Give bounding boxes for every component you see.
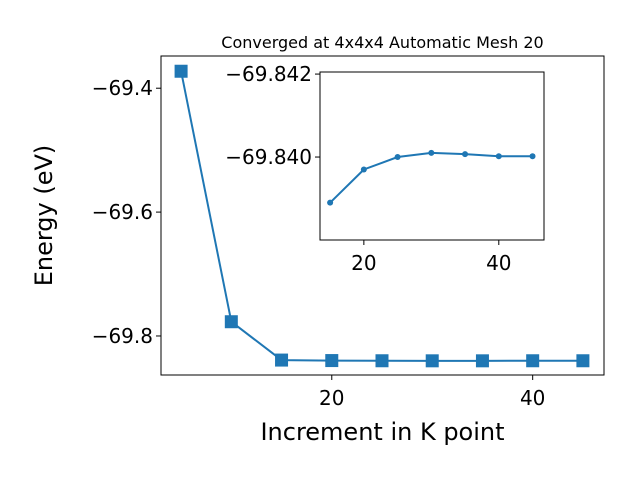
marker — [394, 154, 401, 161]
marker — [174, 64, 188, 78]
x-tick-label: 20 — [319, 386, 344, 410]
y-axis-label: Energy (eV) — [30, 145, 58, 287]
axes-frame — [160, 55, 605, 376]
marker — [425, 354, 439, 368]
marker — [526, 354, 540, 368]
marker — [462, 151, 469, 158]
y-tick-label: −69.6 — [92, 200, 153, 224]
marker — [360, 166, 367, 173]
marker — [327, 199, 334, 206]
marker — [224, 315, 238, 329]
x-axis-label: Increment in K point — [260, 418, 504, 446]
y-tick-label: −69.840 — [225, 145, 312, 169]
marker — [495, 153, 502, 160]
y-tick-label: −69.4 — [92, 76, 153, 100]
marker — [325, 354, 339, 368]
axes-frame — [319, 71, 545, 241]
marker — [475, 354, 489, 368]
marker — [375, 354, 389, 368]
y-tick-label: −69.842 — [225, 62, 312, 86]
x-tick-label: 40 — [486, 251, 511, 275]
chart-title: Converged at 4x4x4 Automatic Mesh 20 — [221, 33, 543, 52]
marker — [576, 354, 590, 368]
marker — [275, 353, 289, 367]
y-tick-label: −69.8 — [92, 324, 153, 348]
marker — [529, 153, 536, 160]
x-tick-label: 40 — [520, 386, 545, 410]
marker — [428, 149, 435, 156]
x-tick-label: 20 — [351, 251, 376, 275]
